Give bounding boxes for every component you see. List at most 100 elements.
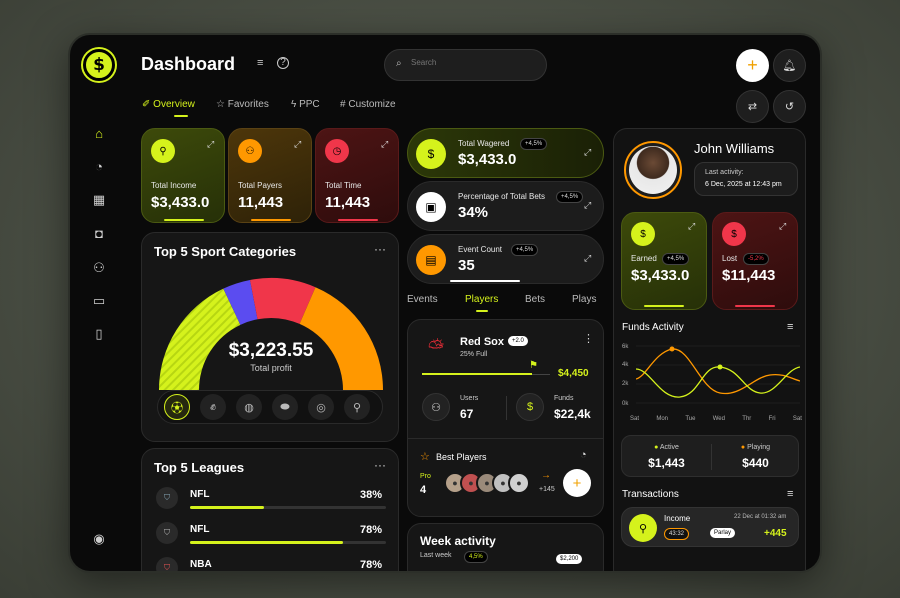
league-percent: 78%: [360, 559, 383, 571]
add-player-button[interactable]: +: [563, 469, 591, 497]
pin-icon: ✐: [142, 99, 151, 110]
total-payers-card[interactable]: ⚇ ⤢ Total Payers 11,443: [228, 128, 312, 223]
funds-point-yellow: [717, 364, 723, 370]
card-title: Top 5 Leagues: [154, 460, 245, 475]
sport-categories-card: Top 5 Sport Categories ··· $3,223.55 Tot…: [141, 232, 399, 442]
dashboard-window: $ Dashboard ≡ ? ⌕ + 🔔︎ ⇄ ↺ ✐ Overview ☆ …: [70, 35, 820, 571]
last-activity-box: Last activity: 6 Dec, 2025 at 12:43 pm: [694, 162, 798, 196]
tab-favorites[interactable]: ☆ Favorites: [216, 99, 269, 110]
gauge-slice: [159, 288, 241, 390]
add-button[interactable]: +: [736, 49, 769, 82]
team-badge: +2.0: [508, 336, 528, 346]
dot-icon: ●: [740, 444, 746, 451]
active-label: ● Active: [654, 444, 679, 451]
expand-icon[interactable]: ⤢: [584, 147, 592, 157]
home-icon[interactable]: ⌂: [95, 126, 103, 141]
boxing-icon[interactable]: ✊︎: [200, 394, 226, 420]
league-name: NBA: [190, 559, 212, 570]
transaction-amount: +445: [764, 528, 787, 539]
profit-gauge: [159, 278, 383, 390]
league-row[interactable]: ⛉ NFL 38%: [142, 486, 398, 516]
total-time-card[interactable]: ◷ ⤢ Total Time 11,443: [315, 128, 399, 223]
arrow-right-icon: →: [541, 470, 551, 481]
basketball-icon[interactable]: ◍: [236, 394, 262, 420]
tab-ppc[interactable]: ϟ PPC: [291, 99, 320, 110]
search-box[interactable]: ⌕: [384, 49, 547, 81]
history-button[interactable]: ↺: [773, 90, 806, 123]
clock-icon: ◷: [325, 139, 349, 163]
total-bets-card[interactable]: ▣ Percentage of Total Bets +4,5% 34% ⤢: [407, 181, 604, 231]
league-row[interactable]: ⛉ NFL 78%: [142, 521, 398, 551]
more-icon[interactable]: ···: [374, 458, 386, 472]
lost-card[interactable]: $ ⤢ Lost -5,2% $11,443: [712, 212, 798, 310]
expand-icon[interactable]: ⤢: [584, 253, 592, 263]
settings-icon[interactable]: ◉: [93, 531, 105, 546]
lost-indicator: [735, 305, 775, 307]
badminton-icon[interactable]: ⚲: [344, 394, 370, 420]
goal-progress: [422, 373, 532, 375]
history-icon: ↺: [784, 101, 795, 113]
users-icon[interactable]: ⚇: [93, 260, 105, 275]
tab-events[interactable]: Events: [407, 294, 438, 305]
metric-label: Percentage of Total Bets: [458, 192, 546, 201]
funds-label: Funds: [554, 395, 574, 402]
stat-indicator: [251, 219, 291, 221]
transaction-item[interactable]: ⚲ Income 22 Dec at 01:32 am 43:32 Parlay…: [621, 507, 799, 547]
filter-icon[interactable]: ≡: [787, 321, 794, 333]
stat-indicator: [338, 219, 378, 221]
notification-button[interactable]: 🔔︎: [773, 49, 806, 82]
football-icon[interactable]: ⬬: [272, 394, 298, 420]
avatar[interactable]: [624, 141, 682, 199]
volleyball-icon[interactable]: ◎: [308, 394, 334, 420]
expand-icon[interactable]: ⤢: [688, 221, 696, 231]
earned-card[interactable]: $ ⤢ Earned +4,5% $3,433.0: [621, 212, 707, 310]
expand-icon[interactable]: ⤢: [779, 221, 787, 231]
help-icon[interactable]: ?: [277, 57, 289, 69]
playing-label: ● Playing: [740, 444, 771, 451]
more-vertical-icon[interactable]: ⋮: [583, 333, 594, 345]
tab-bets[interactable]: Bets: [525, 294, 546, 305]
bookmark-icon[interactable]: ▯: [95, 326, 103, 341]
event-count-card[interactable]: ▤ Event Count +4,5% 35 ⤢: [407, 234, 604, 284]
expand-icon[interactable]: ⤢: [381, 139, 389, 149]
league-name: NFL: [190, 489, 210, 500]
profit-amount: $3,223.55: [228, 340, 314, 361]
day-label: Thr: [742, 416, 752, 422]
day-label: Mon: [656, 416, 668, 422]
tab-plays[interactable]: Plays: [572, 294, 597, 305]
grid-icon[interactable]: ▦: [92, 192, 106, 207]
swap-icon: ⇄: [747, 101, 758, 113]
tab-overview[interactable]: ✐ Overview: [142, 99, 195, 117]
team-fill: 25% Full: [460, 351, 488, 358]
player-avatar[interactable]: ●: [508, 472, 530, 494]
day-label: Sat: [792, 416, 802, 422]
y-tick: 0k: [622, 401, 629, 407]
chat-icon[interactable]: ◘: [95, 226, 103, 241]
tab-customize[interactable]: # Customize: [340, 99, 396, 110]
league-progress: [190, 506, 386, 509]
filter-icon[interactable]: ≡: [787, 488, 794, 500]
transfer-button[interactable]: ⇄: [736, 90, 769, 123]
search-input[interactable]: [411, 58, 531, 67]
league-row[interactable]: ⛉ NBA 78%: [142, 556, 398, 571]
expand-icon[interactable]: ⤢: [584, 200, 592, 210]
more-icon[interactable]: ···: [374, 242, 386, 256]
filter-icon[interactable]: ≡: [257, 57, 264, 69]
total-wagered-card[interactable]: $ Total Wagered +4,5% $3,433.0 ⤢: [407, 128, 604, 178]
soccer-icon[interactable]: ⚽︎: [164, 394, 190, 420]
total-income-card[interactable]: ⚲ ⤢ Total Income $3,433.0: [141, 128, 225, 223]
y-tick: 4k: [622, 362, 629, 368]
expand-icon[interactable]: ⤢: [294, 139, 302, 149]
card-title: Top 5 Sport Categories: [154, 244, 297, 259]
active-playing-box: ● Active $1,443 ● Playing $440: [621, 435, 799, 477]
tab-players[interactable]: Players: [465, 294, 499, 305]
calendar-icon[interactable]: ▭: [92, 293, 106, 308]
metric-label: Total Wagered: [458, 139, 510, 148]
pie-icon[interactable]: ◔: [580, 449, 587, 461]
active-value: $1,443: [648, 456, 685, 470]
day-label: Fri: [768, 416, 776, 422]
expand-icon[interactable]: ⤢: [207, 139, 215, 149]
metric-value: 35: [458, 257, 475, 274]
last-activity-value: 6 Dec, 2025 at 12:43 pm: [705, 181, 782, 188]
pie-chart-icon[interactable]: ◔: [95, 159, 103, 174]
